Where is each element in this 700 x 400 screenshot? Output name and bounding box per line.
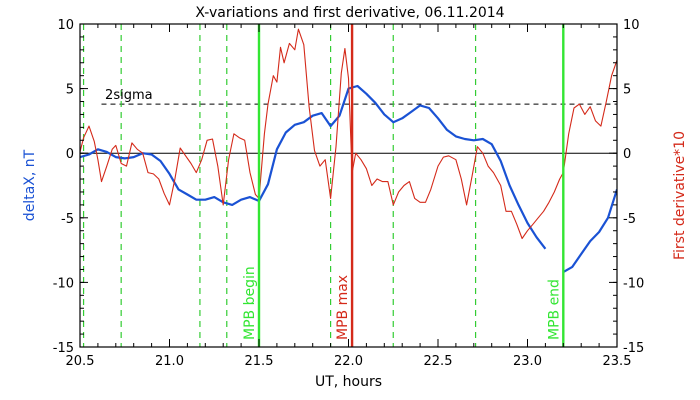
vline-label-mpb-begin: MPB begin bbox=[242, 266, 258, 340]
chart-title: X-variations and first derivative, 06.11… bbox=[195, 5, 504, 21]
y-right-tick-label: 10 bbox=[623, 18, 640, 33]
y-right-tick-label: 0 bbox=[623, 147, 631, 162]
x-tick-label: 22.5 bbox=[424, 354, 453, 369]
x-tick-label: 21.5 bbox=[245, 354, 274, 369]
y-left-tick-label: 0 bbox=[66, 147, 74, 162]
x-tick-label: 22.0 bbox=[334, 354, 363, 369]
vline-label-mpb-end: MPB end bbox=[546, 279, 562, 340]
y-right-tick-label: -10 bbox=[623, 276, 644, 291]
vline-label-mpb-max: MPB max bbox=[335, 275, 351, 340]
y-left-tick-label: -5 bbox=[61, 212, 74, 227]
y-left-tick-label: 10 bbox=[57, 18, 74, 33]
y-left-tick-label: 5 bbox=[66, 83, 74, 98]
y-right-tick-label: 5 bbox=[623, 83, 631, 98]
y-left-tick-label: -15 bbox=[53, 341, 74, 356]
x-tick-label: 23.0 bbox=[513, 354, 542, 369]
sigma-label: 2sigma bbox=[105, 88, 153, 103]
series-line-derivative bbox=[80, 28, 617, 240]
x-tick-label: 21.0 bbox=[155, 354, 184, 369]
x-axis-label: UT, hours bbox=[315, 374, 382, 390]
plot-area bbox=[80, 24, 617, 347]
y-right-tick-label: -5 bbox=[623, 212, 636, 227]
x-tick-label: 23.5 bbox=[603, 354, 632, 369]
series-line-deltax bbox=[562, 189, 617, 274]
y-right-tick-label: -15 bbox=[623, 341, 644, 356]
series-line-deltax bbox=[80, 84, 547, 250]
y-axis-left-label: deltaX, nT bbox=[22, 149, 38, 221]
axis-ticks: 20.5 21.0 21.5 22.0 22.5 23.0 23.5 10 5 0 -5 -10 -15… bbox=[53, 18, 644, 369]
y-left-tick-label: -10 bbox=[53, 276, 74, 291]
x-tick-label: 20.5 bbox=[66, 354, 95, 369]
y-axis-right-label: First derivative*10 bbox=[672, 131, 688, 260]
